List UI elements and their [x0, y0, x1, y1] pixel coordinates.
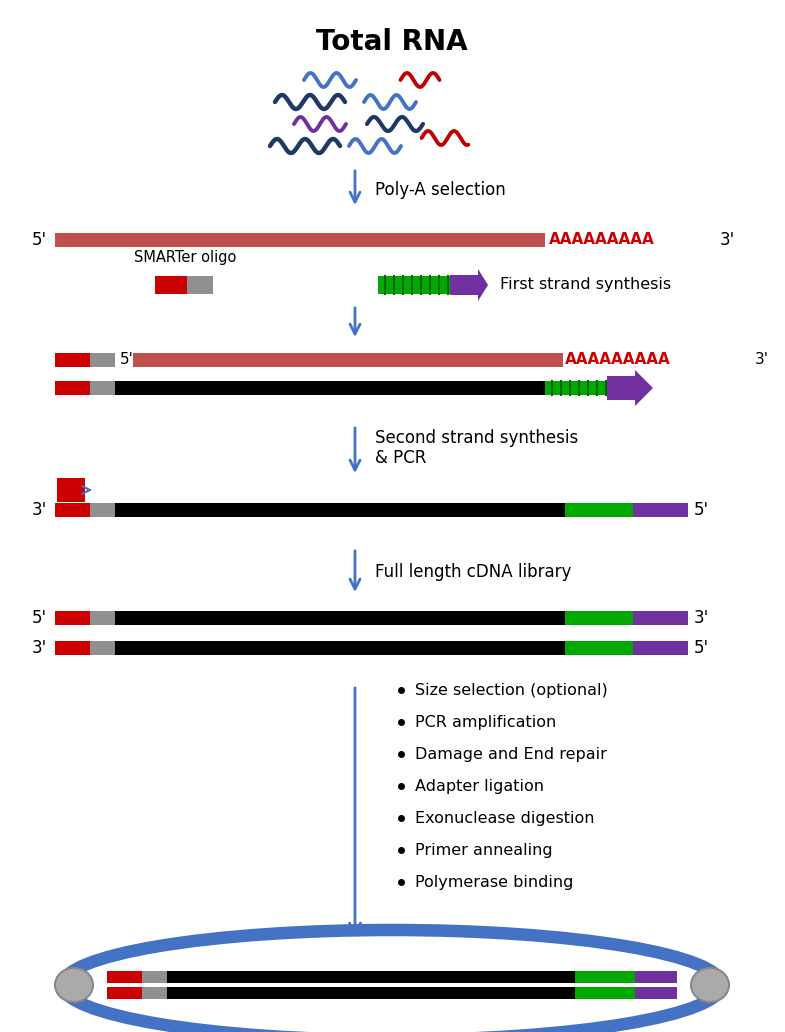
FancyBboxPatch shape	[115, 611, 565, 625]
FancyBboxPatch shape	[55, 503, 90, 517]
FancyBboxPatch shape	[167, 971, 575, 983]
Text: 3': 3'	[755, 353, 769, 367]
Polygon shape	[607, 370, 653, 406]
FancyBboxPatch shape	[115, 503, 565, 517]
FancyBboxPatch shape	[115, 641, 565, 655]
Text: AAAAAAAAA: AAAAAAAAA	[549, 232, 655, 248]
FancyBboxPatch shape	[107, 971, 142, 983]
Text: Polymerase binding: Polymerase binding	[415, 874, 573, 890]
FancyBboxPatch shape	[55, 641, 90, 655]
Ellipse shape	[691, 968, 729, 1002]
Text: Total RNA: Total RNA	[316, 28, 468, 56]
FancyBboxPatch shape	[90, 611, 115, 625]
Text: 5': 5'	[694, 501, 709, 519]
Text: SMARTer oligo: SMARTer oligo	[133, 250, 236, 265]
FancyBboxPatch shape	[545, 381, 607, 395]
FancyBboxPatch shape	[378, 276, 450, 294]
Text: Size selection (optional): Size selection (optional)	[415, 682, 608, 698]
Text: AAAAAAAAA: AAAAAAAAA	[565, 353, 670, 367]
Text: 5': 5'	[694, 639, 709, 657]
FancyBboxPatch shape	[575, 971, 635, 983]
Text: Exonuclease digestion: Exonuclease digestion	[415, 810, 594, 826]
FancyBboxPatch shape	[57, 478, 85, 502]
FancyBboxPatch shape	[575, 987, 635, 999]
Text: Second strand synthesis
& PCR: Second strand synthesis & PCR	[375, 428, 579, 467]
Text: Adapter ligation: Adapter ligation	[415, 778, 544, 794]
FancyBboxPatch shape	[142, 971, 167, 983]
FancyBboxPatch shape	[90, 353, 115, 367]
Text: 5': 5'	[120, 353, 134, 367]
Text: 5': 5'	[32, 231, 47, 249]
Text: Poly-A selection: Poly-A selection	[375, 181, 506, 199]
FancyBboxPatch shape	[155, 276, 187, 294]
FancyBboxPatch shape	[167, 987, 575, 999]
FancyBboxPatch shape	[55, 611, 90, 625]
FancyBboxPatch shape	[133, 353, 563, 367]
FancyBboxPatch shape	[633, 503, 688, 517]
FancyBboxPatch shape	[107, 987, 142, 999]
FancyBboxPatch shape	[633, 611, 688, 625]
FancyBboxPatch shape	[142, 987, 167, 999]
FancyBboxPatch shape	[90, 381, 115, 395]
Ellipse shape	[55, 968, 93, 1002]
FancyBboxPatch shape	[55, 233, 545, 247]
FancyBboxPatch shape	[635, 971, 677, 983]
FancyBboxPatch shape	[90, 641, 115, 655]
Text: PCR amplification: PCR amplification	[415, 714, 557, 730]
Polygon shape	[450, 269, 488, 301]
Text: 3': 3'	[720, 231, 736, 249]
FancyBboxPatch shape	[633, 641, 688, 655]
Text: Primer annealing: Primer annealing	[415, 842, 553, 858]
FancyBboxPatch shape	[55, 381, 90, 395]
Text: First strand synthesis: First strand synthesis	[500, 278, 671, 292]
FancyBboxPatch shape	[565, 641, 633, 655]
FancyBboxPatch shape	[55, 353, 90, 367]
Text: 5': 5'	[32, 609, 47, 627]
FancyBboxPatch shape	[187, 276, 213, 294]
Text: 3': 3'	[31, 501, 47, 519]
FancyBboxPatch shape	[565, 611, 633, 625]
FancyBboxPatch shape	[565, 503, 633, 517]
Text: 3': 3'	[694, 609, 710, 627]
FancyBboxPatch shape	[90, 503, 115, 517]
Text: Full length cDNA library: Full length cDNA library	[375, 563, 571, 581]
FancyBboxPatch shape	[635, 987, 677, 999]
Text: 3': 3'	[31, 639, 47, 657]
FancyBboxPatch shape	[115, 381, 545, 395]
Text: Damage and End repair: Damage and End repair	[415, 746, 607, 762]
